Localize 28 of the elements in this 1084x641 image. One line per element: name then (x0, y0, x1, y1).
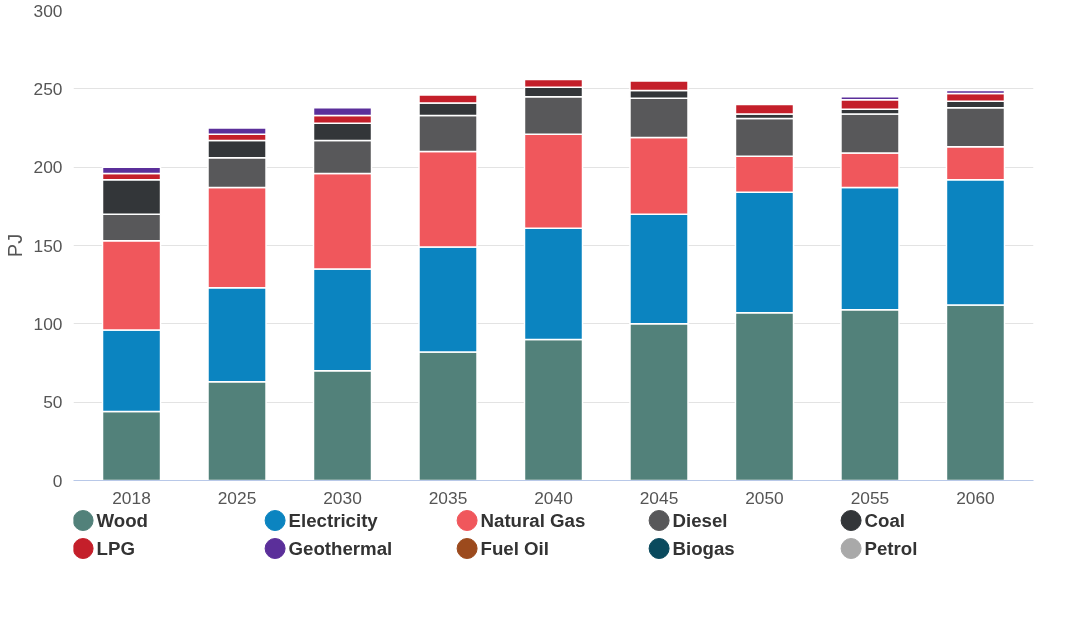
x-tick-label: 2050 (745, 487, 784, 508)
y-tick-label: 300 (33, 0, 63, 21)
legend-label: Biogas (672, 538, 735, 559)
x-tick-label: 2030 (323, 487, 362, 508)
bar (734, 103, 795, 115)
y-tick-label: 100 (33, 313, 63, 334)
x-tick-label: 2045 (639, 487, 679, 508)
y-tick-label: 200 (33, 157, 63, 178)
x-tick-label: 2055 (850, 487, 890, 508)
legend-label: Wood (96, 510, 149, 531)
x-tick-label: 2035 (428, 487, 468, 508)
x-tick-label: 2060 (956, 487, 995, 508)
legend-label: Geothermal (288, 538, 393, 559)
legend-label: Natural Gas (480, 510, 586, 531)
y-tick-label: 150 (33, 235, 63, 256)
legend-label: Petrol (864, 538, 918, 559)
y-tick-label: 0 (52, 470, 63, 491)
y-tick-label: 50 (43, 392, 63, 413)
legend-label: LPG (96, 538, 135, 559)
legend-label: Diesel (672, 510, 728, 531)
x-tick-label: 2040 (534, 487, 573, 508)
y-tick-label: 250 (33, 78, 63, 99)
x-tick-label: 2025 (217, 487, 257, 508)
legend-label: Fuel Oil (480, 538, 549, 559)
y-axis-title: PJ (3, 233, 26, 258)
legend-label: Coal (864, 510, 905, 531)
legend-label: Electricity (288, 510, 379, 531)
x-tick-label: 2018 (112, 487, 151, 508)
